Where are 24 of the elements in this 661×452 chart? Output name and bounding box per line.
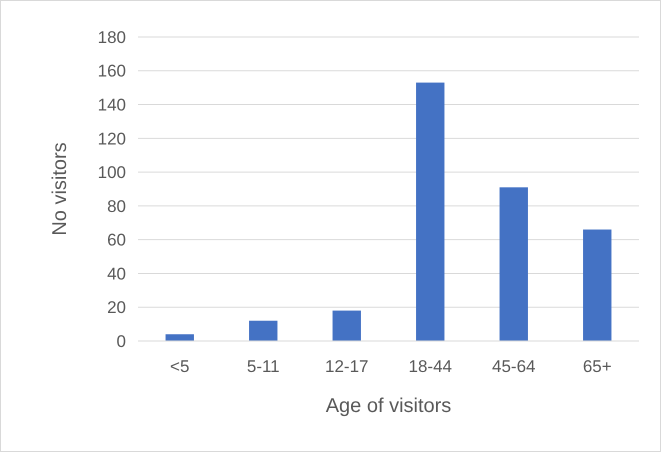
bar: [500, 187, 528, 341]
y-tick-label: 60: [107, 230, 126, 250]
y-axis-title: No visitors: [49, 142, 71, 236]
y-tick-label: 80: [107, 196, 126, 216]
bar: [416, 82, 444, 341]
y-tick-label: 40: [107, 264, 126, 284]
x-axis-title: Age of visitors: [326, 395, 452, 417]
y-tick-label: 100: [98, 163, 126, 182]
bar: [583, 230, 612, 341]
y-tick-label: 140: [98, 96, 126, 115]
y-tick-label: 0: [116, 332, 126, 351]
x-tick-label: 65+: [582, 357, 612, 376]
y-tick-label: 120: [98, 129, 126, 148]
x-tick-label: 5-11: [246, 357, 280, 376]
y-tick-label: 20: [107, 298, 126, 318]
bar: [249, 320, 278, 341]
y-tick-label: 180: [98, 28, 126, 47]
x-tick-label: 18-44: [408, 357, 452, 376]
x-tick-label: <5: [170, 357, 190, 376]
x-tick-label: 45-64: [492, 357, 536, 376]
x-tick-label: 12-17: [325, 357, 368, 376]
y-tick-label: 160: [98, 62, 126, 81]
bar: [332, 310, 361, 341]
bar: [166, 334, 194, 341]
